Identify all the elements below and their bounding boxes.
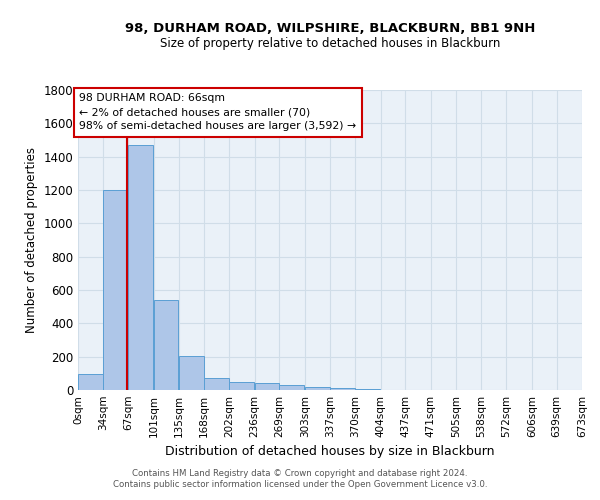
Bar — [179, 356, 204, 390]
Text: 98 DURHAM ROAD: 66sqm
← 2% of detached houses are smaller (70)
98% of semi-detac: 98 DURHAM ROAD: 66sqm ← 2% of detached h… — [79, 94, 356, 132]
Bar — [280, 385, 304, 390]
Text: Size of property relative to detached houses in Blackburn: Size of property relative to detached ho… — [160, 38, 500, 51]
Text: Contains HM Land Registry data © Crown copyright and database right 2024.: Contains HM Land Registry data © Crown c… — [132, 468, 468, 477]
Bar — [305, 386, 329, 390]
X-axis label: Distribution of detached houses by size in Blackburn: Distribution of detached houses by size … — [165, 446, 495, 458]
Bar — [255, 384, 280, 390]
Y-axis label: Number of detached properties: Number of detached properties — [25, 147, 38, 333]
Bar — [78, 374, 103, 390]
Bar — [331, 388, 355, 390]
Text: 98, DURHAM ROAD, WILPSHIRE, BLACKBURN, BB1 9NH: 98, DURHAM ROAD, WILPSHIRE, BLACKBURN, B… — [125, 22, 535, 36]
Bar — [355, 389, 380, 390]
Bar — [154, 300, 178, 390]
Bar — [103, 190, 128, 390]
Bar — [128, 145, 153, 390]
Bar — [204, 378, 229, 390]
Bar — [229, 382, 254, 390]
Text: Contains public sector information licensed under the Open Government Licence v3: Contains public sector information licen… — [113, 480, 487, 489]
